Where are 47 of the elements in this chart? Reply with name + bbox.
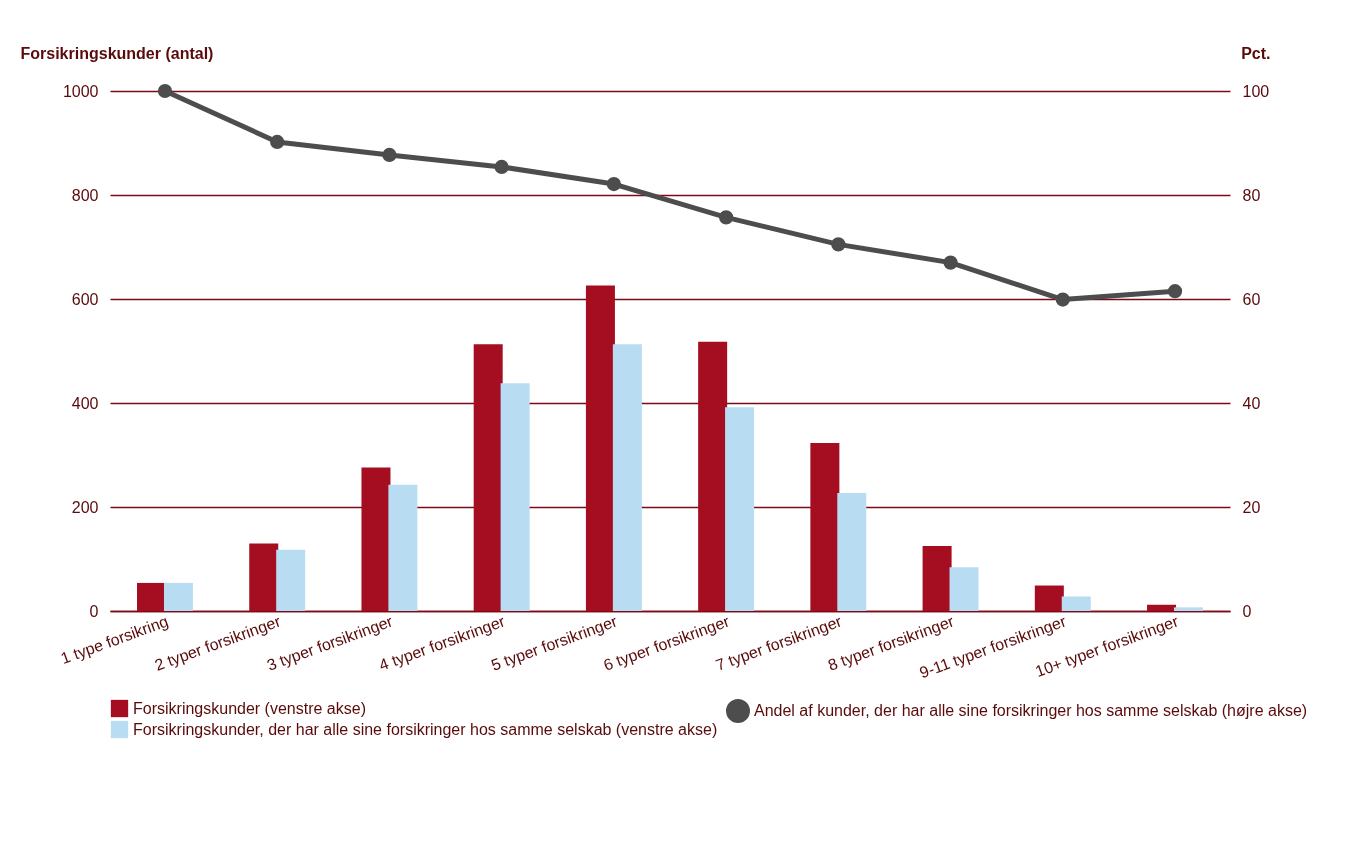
point — [494, 159, 509, 175]
bar — [1147, 604, 1177, 611]
bar — [500, 383, 530, 611]
point — [1055, 292, 1070, 307]
bar — [163, 582, 193, 611]
point — [157, 83, 173, 99]
legend-label: Forsikringskunder, der har alle sine forsikringer hos samme selskab (venstre akse) — [133, 720, 718, 738]
bar — [249, 543, 279, 611]
y-tick-label: 600 — [71, 290, 99, 308]
y-axis-title: Forsikringskunder (antal) — [20, 44, 214, 62]
y-tick-label: 800 — [71, 186, 99, 204]
bar — [922, 546, 952, 611]
point — [943, 255, 958, 270]
bar — [837, 492, 867, 611]
point — [718, 210, 734, 225]
bar — [388, 484, 418, 611]
y2-tick-label: 0 — [1242, 602, 1252, 620]
bar — [810, 443, 840, 611]
point — [831, 237, 846, 252]
bar — [276, 549, 306, 611]
bar — [725, 407, 755, 611]
y2-tick-label: 40 — [1242, 394, 1261, 412]
bar — [1061, 596, 1091, 611]
y2-tick-label: 80 — [1242, 186, 1261, 204]
bar — [949, 567, 979, 611]
bar — [612, 344, 642, 611]
point — [270, 134, 285, 150]
y2-axis-title: Pct. — [1241, 44, 1271, 62]
bar — [137, 582, 167, 611]
y-tick-label: 200 — [71, 498, 99, 516]
bar — [585, 285, 615, 611]
bar — [1173, 607, 1203, 611]
bar — [1034, 585, 1064, 611]
legend-label: Andel af kunder, der har alle sine forsikringer hos samme selskab (højre akse) — [754, 702, 1308, 719]
y2-tick-label: 60 — [1242, 290, 1261, 308]
y-tick-label: 400 — [71, 394, 99, 412]
point — [382, 147, 397, 163]
bar — [473, 344, 503, 611]
y-tick-label: 0 — [89, 602, 99, 620]
bar — [698, 341, 728, 611]
point — [1167, 284, 1183, 299]
y-tick-label: 1000 — [62, 82, 99, 100]
y2-tick-label: 100 — [1242, 82, 1270, 100]
bar — [361, 467, 391, 611]
legend-label: Forsikringskunder (venstre akse) — [133, 699, 366, 717]
y2-tick-label: 20 — [1242, 498, 1261, 516]
point — [606, 176, 622, 192]
